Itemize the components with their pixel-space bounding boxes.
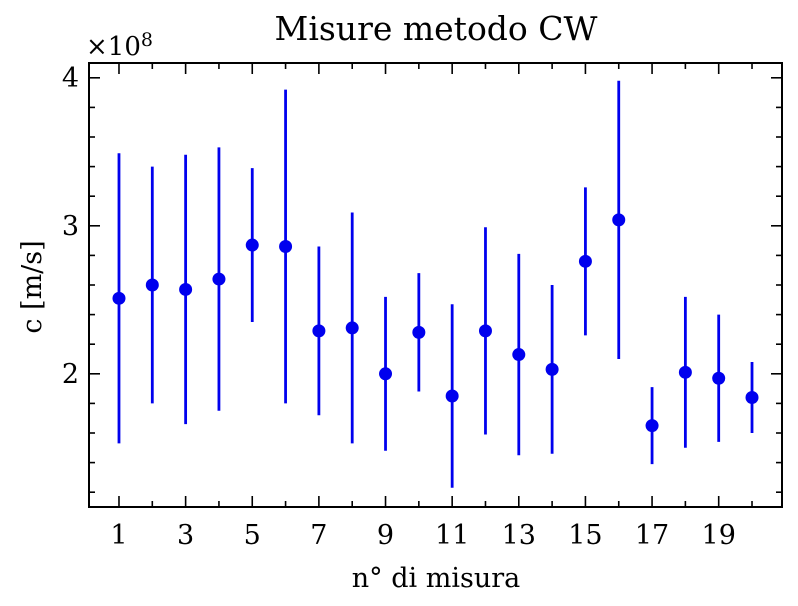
data-point	[612, 213, 626, 227]
data-point	[712, 371, 726, 385]
data-point	[145, 278, 159, 292]
data-point	[578, 254, 592, 268]
y-tick-label: 3	[62, 211, 79, 242]
y-tick-label: 4	[62, 63, 79, 94]
data-point	[512, 348, 526, 362]
x-tick-label: 11	[435, 520, 469, 551]
y-axis-multiplier-base: ×10	[86, 32, 141, 62]
data-point	[279, 240, 293, 254]
y-tick-label: 2	[62, 359, 79, 390]
data-marks	[112, 80, 759, 488]
chart-title: Misure metodo CW	[275, 9, 598, 48]
x-tick-label: 15	[568, 520, 602, 551]
data-point	[179, 282, 193, 296]
data-point	[445, 389, 459, 403]
x-axis-label: n° di misura	[352, 563, 520, 594]
x-tick-label: 5	[244, 520, 261, 551]
data-point	[345, 321, 359, 335]
data-point	[412, 325, 426, 339]
data-point	[245, 238, 259, 252]
plot-frame	[88, 62, 783, 508]
x-tick-label: 9	[377, 520, 394, 551]
x-tick-label: 3	[177, 520, 194, 551]
data-point	[678, 365, 692, 379]
data-point	[112, 291, 126, 305]
data-point	[645, 419, 659, 433]
data-point	[478, 324, 492, 338]
x-tick-label: 19	[702, 520, 736, 551]
y-axis-multiplier: ×108	[86, 29, 153, 62]
y-axis-multiplier-exponent: 8	[141, 29, 153, 51]
x-tick-label: 17	[635, 520, 669, 551]
x-tick-label: 7	[310, 520, 327, 551]
data-point	[745, 390, 759, 404]
x-tick-label: 1	[110, 520, 127, 551]
data-point	[212, 272, 226, 286]
x-tick-label: 13	[502, 520, 536, 551]
data-point	[545, 362, 559, 376]
data-point	[379, 367, 393, 381]
data-point	[312, 324, 326, 338]
y-axis-label: c [m/s]	[17, 240, 48, 333]
